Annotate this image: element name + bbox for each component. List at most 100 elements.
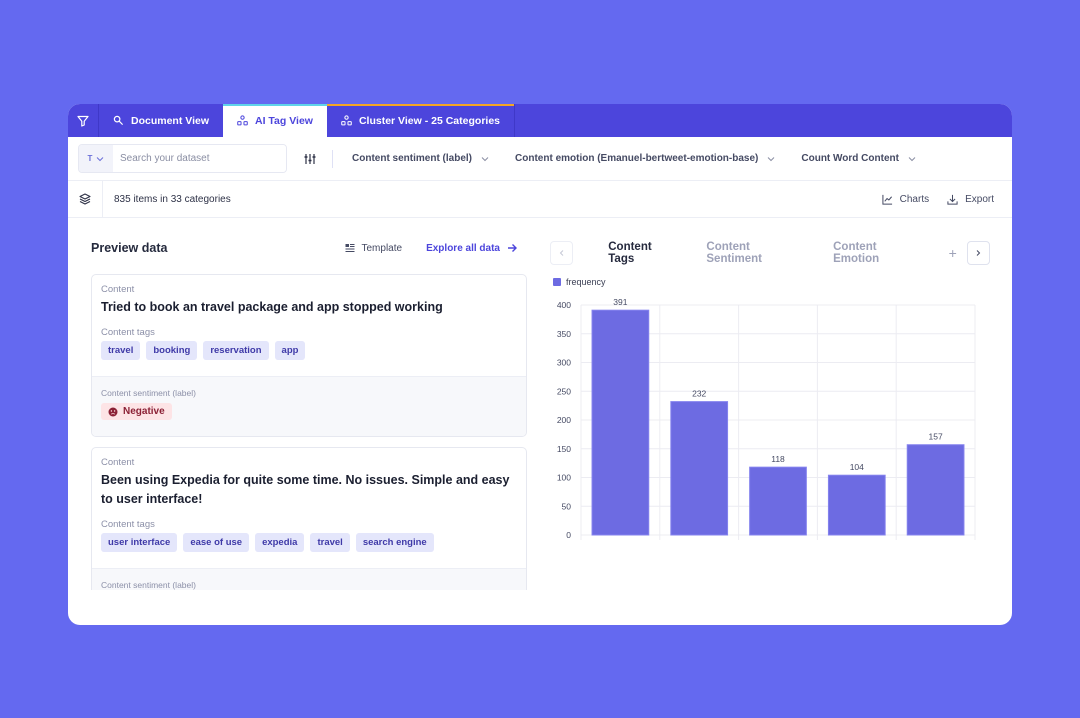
sentiment-badge: Negative: [101, 403, 172, 420]
svg-text:104: 104: [850, 462, 864, 472]
dropdown-content-sentiment[interactable]: Content sentiment (label): [352, 153, 489, 164]
arrow-right-icon: [508, 244, 517, 252]
svg-text:50: 50: [562, 501, 572, 511]
svg-text:300: 300: [557, 358, 571, 368]
sentiment-label: Content sentiment (label): [101, 388, 196, 398]
divider: [332, 149, 333, 168]
download-icon: [947, 194, 958, 205]
tag[interactable]: ease of use: [183, 532, 250, 552]
legend-label: frequency: [566, 277, 606, 287]
preview-panel: Preview data Template Explore all data C…: [68, 218, 540, 590]
chevron-down-icon: [908, 156, 916, 161]
tag[interactable]: expedia: [255, 532, 305, 552]
layers-button[interactable]: [68, 181, 103, 217]
dropdown-count-word-content[interactable]: Count Word Content: [801, 153, 916, 164]
chart-tab-content-sentiment[interactable]: Content Sentiment: [706, 241, 762, 265]
status-bar: 835 items in 33 categories Charts Export: [68, 181, 1012, 218]
chevron-down-icon: [97, 156, 104, 161]
record-card[interactable]: Content Been using Expedia for quite som…: [91, 446, 527, 590]
app-window: Document View AI Tag View Cluster View -…: [68, 104, 1012, 625]
tab-label: Document View: [131, 114, 209, 127]
sad-face-icon: [108, 407, 118, 416]
tag-list: user interface ease of use expedia trave…: [101, 532, 517, 552]
chart-panel: Content Tags Content Sentiment Content E…: [540, 218, 1012, 625]
bar[interactable]: [670, 401, 729, 536]
search-icon: [113, 115, 124, 126]
dropdown-content-emotion[interactable]: Content emotion (Emanuel-bertweet-emotio…: [515, 153, 775, 164]
tags-label: Content tags: [101, 327, 155, 338]
sentiment-label: Content sentiment (label): [101, 579, 196, 590]
svg-text:150: 150: [557, 444, 571, 454]
legend-swatch: [553, 278, 561, 286]
tag[interactable]: user interface: [101, 532, 178, 552]
dropdown-label: Content sentiment (label): [352, 153, 473, 164]
template-label: Template: [361, 242, 403, 254]
chart-tab-bar: Content Tags Content Sentiment Content E…: [550, 239, 991, 267]
search-type-select[interactable]: T: [79, 145, 113, 172]
tag[interactable]: reservation: [203, 341, 269, 360]
svg-text:200: 200: [557, 415, 571, 425]
chevron-down-icon: [481, 156, 489, 161]
content-text: Been using Expedia for quite some time. …: [101, 472, 510, 506]
svg-text:232: 232: [692, 389, 706, 399]
svg-text:391: 391: [613, 297, 627, 307]
record-footer: Content sentiment (label): [92, 567, 526, 590]
bar-chart-svg: 0 50 100 150 200 250 300 350 400 391 232 118 104 157: [557, 297, 976, 540]
record-card[interactable]: Content Tried to book an travel package …: [91, 274, 527, 437]
explore-all-data-link[interactable]: Explore all data: [426, 243, 517, 254]
layers-icon: [79, 193, 91, 205]
svg-text:250: 250: [557, 386, 571, 396]
charts-label: Charts: [899, 193, 930, 205]
chart-legend[interactable]: frequency: [553, 277, 990, 287]
view-tab-bar: Document View AI Tag View Cluster View -…: [68, 104, 1012, 137]
filter-icon: [77, 115, 89, 127]
bar[interactable]: [827, 474, 886, 536]
chart-tabs-prev-button[interactable]: [550, 241, 574, 265]
chart-tab-content-emotion[interactable]: Content Emotion: [833, 241, 880, 265]
toolbar: T Content sentiment (label) Content emot…: [68, 137, 1012, 181]
tag[interactable]: travel: [101, 341, 141, 360]
main-content: Preview data Template Explore all data C…: [68, 218, 1012, 625]
tab-label: AI Tag View: [255, 114, 313, 127]
sliders-icon: [304, 153, 316, 164]
tag[interactable]: travel: [310, 532, 350, 552]
bar[interactable]: [591, 309, 650, 536]
export-button[interactable]: Export: [947, 194, 994, 205]
search-input[interactable]: [113, 145, 286, 172]
tab-label: Cluster View - 25 Categories: [358, 114, 500, 127]
chart-tab-content-tags[interactable]: Content Tags: [608, 241, 652, 265]
record-footer: Content sentiment (label) Negative: [92, 376, 526, 436]
svg-text:400: 400: [557, 300, 571, 310]
tab-document-view[interactable]: Document View: [99, 104, 223, 137]
svg-text:0: 0: [566, 530, 571, 540]
search-box: T: [78, 144, 287, 173]
sentiment-value: Negative: [123, 406, 165, 417]
chart-tabs-next-button[interactable]: [966, 241, 991, 265]
content-label: Content: [101, 284, 135, 295]
preview-title: Preview data: [91, 241, 168, 255]
filter-button[interactable]: [68, 104, 99, 137]
svg-text:100: 100: [557, 473, 571, 483]
dropdown-label: Content emotion (Emanuel-bertweet-emotio…: [515, 153, 759, 164]
item-count: 835 items in 33 categories: [114, 193, 231, 205]
svg-text:157: 157: [929, 432, 943, 442]
charts-button[interactable]: Charts: [882, 194, 929, 205]
bar[interactable]: [906, 444, 965, 536]
tag[interactable]: app: [274, 341, 306, 360]
line-chart-icon: [882, 194, 892, 205]
tab-ai-tag-view[interactable]: AI Tag View: [223, 104, 327, 137]
search-type-label: T: [87, 154, 93, 163]
add-chart-tab-button[interactable]: +: [948, 245, 957, 261]
template-button[interactable]: Template: [345, 242, 403, 254]
record-body: Content Been using Expedia for quite som…: [92, 448, 526, 568]
record-body: Content Tried to book an travel package …: [92, 275, 526, 376]
tag[interactable]: search engine: [355, 532, 434, 552]
chevron-right-icon: [977, 250, 981, 256]
bar[interactable]: [749, 466, 807, 536]
template-icon: [345, 244, 354, 252]
hierarchy-icon: [237, 115, 248, 126]
filter-settings-button[interactable]: [302, 151, 318, 167]
tag[interactable]: booking: [146, 341, 198, 360]
content-label: Content: [101, 456, 135, 468]
tab-cluster-view[interactable]: Cluster View - 25 Categories: [326, 104, 515, 137]
